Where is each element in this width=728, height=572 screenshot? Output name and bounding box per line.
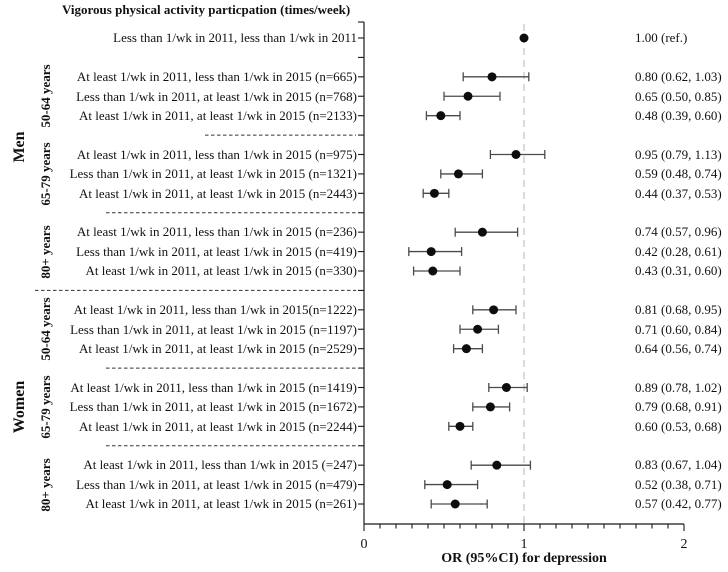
or-value: 0.64 (0.56, 0.74) xyxy=(635,340,722,356)
or-value: 0.81 (0.68, 0.95) xyxy=(635,302,722,318)
age-group-label: 50-64 years xyxy=(38,297,53,361)
age-group-label: 50-64 years xyxy=(38,64,53,128)
or-value: 0.59 (0.48, 0.74) xyxy=(635,166,722,182)
row-label: At least 1/wk in 2011, at least 1/wk in … xyxy=(78,340,357,356)
x-axis-title: OR (95%CI) for depression xyxy=(441,551,607,566)
or-value: 0.57 (0.42, 0.77) xyxy=(635,496,722,512)
row-label: Less than 1/wk in 2011, at least 1/wk in… xyxy=(76,88,357,104)
row-label: Less than 1/wk in 2011, at least 1/wk in… xyxy=(70,321,357,337)
or-marker xyxy=(477,227,487,237)
or-value: 0.80 (0.62, 1.03) xyxy=(635,69,722,85)
or-marker xyxy=(473,324,483,334)
or-marker xyxy=(450,499,460,509)
gender-label-men: Men xyxy=(11,130,28,163)
or-value: 0.48 (0.39, 0.60) xyxy=(635,107,722,123)
or-value: 0.71 (0.60, 0.84) xyxy=(635,321,722,337)
row-label: Less than 1/wk in 2011, at least 1/wk in… xyxy=(76,476,357,492)
or-marker xyxy=(519,33,529,43)
or-marker xyxy=(511,150,521,160)
row-label: At least 1/wk in 2011, less than 1/wk in… xyxy=(70,379,357,395)
row-label: At least 1/wk in 2011, at least 1/wk in … xyxy=(85,263,357,279)
x-tick-label: 2 xyxy=(681,537,688,552)
x-tick-label: 1 xyxy=(521,537,528,552)
x-tick-label: 0 xyxy=(361,537,368,552)
or-marker xyxy=(426,247,436,257)
row-label: At least 1/wk in 2011, at least 1/wk in … xyxy=(78,185,357,201)
row-label: At least 1/wk in 2011, at least 1/wk in … xyxy=(78,418,357,434)
or-value: 0.60 (0.53, 0.68) xyxy=(635,418,722,434)
age-group-label: 65-79 years xyxy=(38,142,53,206)
row-label: At least 1/wk in 2011, at least 1/wk in … xyxy=(85,496,357,512)
or-value: 0.43 (0.31, 0.60) xyxy=(635,263,722,279)
row-label: At least 1/wk in 2011, less than 1/wk in… xyxy=(83,457,357,473)
or-marker xyxy=(463,91,473,101)
gender-label-women: Women xyxy=(11,380,28,434)
or-value: 0.74 (0.57, 0.96) xyxy=(635,224,722,240)
or-value: 0.44 (0.37, 0.53) xyxy=(635,185,722,201)
or-value: 1.00 (ref.) xyxy=(635,30,688,46)
or-marker xyxy=(487,72,497,82)
or-value: 0.95 (0.79, 1.13) xyxy=(635,146,722,162)
or-marker xyxy=(453,169,463,179)
age-group-label: 65-79 years xyxy=(38,375,53,439)
or-marker xyxy=(442,480,452,490)
chart-title: Vigorous physical activity particpation … xyxy=(62,2,351,17)
age-group-label: 80+ years xyxy=(38,457,53,512)
or-marker xyxy=(436,111,446,121)
or-marker xyxy=(429,188,439,198)
row-label: At least 1/wk in 2011, less than 1/wk in… xyxy=(76,69,357,85)
or-marker xyxy=(428,266,438,276)
or-value: 0.79 (0.68, 0.91) xyxy=(635,399,722,415)
or-value: 0.65 (0.50, 0.85) xyxy=(635,88,722,104)
row-label: Less than 1/wk in 2011, at least 1/wk in… xyxy=(76,243,357,259)
row-label: Less than 1/wk in 2011, at least 1/wk in… xyxy=(69,399,357,415)
row-label: Less than 1/wk in 2011, at least 1/wk in… xyxy=(69,166,357,182)
or-value: 0.83 (0.67, 1.04) xyxy=(635,457,722,473)
row-label: Less than 1/wk in 2011, less than 1/wk i… xyxy=(113,30,357,46)
row-label: At least 1/wk in 2011, less than 1/wk in… xyxy=(76,146,357,162)
or-marker xyxy=(501,383,511,393)
or-value: 0.42 (0.28, 0.61) xyxy=(635,243,722,259)
or-value: 0.89 (0.78, 1.02) xyxy=(635,379,722,395)
row-label: At least 1/wk in 2011, less than 1/wk in… xyxy=(76,224,357,240)
row-label: At least 1/wk in 2011, less than 1/wk in… xyxy=(73,302,357,318)
row-label: At least 1/wk in 2011, at least 1/wk in … xyxy=(78,107,357,123)
or-marker xyxy=(485,402,495,412)
age-group-label: 80+ years xyxy=(38,224,53,279)
or-marker xyxy=(455,421,465,431)
or-marker xyxy=(461,344,471,354)
or-value: 0.52 (0.38, 0.71) xyxy=(635,476,722,492)
or-marker xyxy=(489,305,499,315)
or-marker xyxy=(492,460,502,470)
